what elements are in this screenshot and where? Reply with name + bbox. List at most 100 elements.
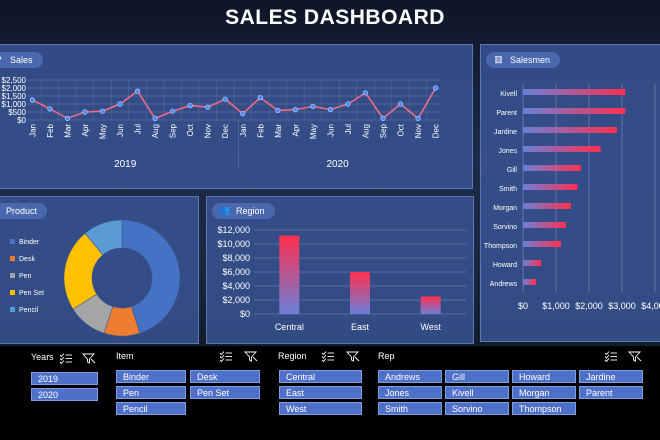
slicer-button-rep[interactable]: Gill	[445, 370, 509, 383]
x-tick-label: Sep	[379, 123, 388, 138]
x-tick-label: $4,000	[641, 301, 660, 311]
check-mark	[604, 358, 610, 363]
slicer-button-item[interactable]: Pen Set	[190, 386, 260, 399]
legend-label: Binder	[19, 239, 40, 246]
product-legend: Binder Desk Pen Pen Set Pencil	[10, 238, 70, 318]
bar	[420, 296, 441, 314]
slicer-button-rep[interactable]: Sorvino	[445, 402, 509, 415]
people-icon: 👥	[219, 205, 231, 215]
sales-label-pill: ↗ Sales	[0, 52, 43, 68]
slicer-button-rep[interactable]: Thompson	[512, 402, 576, 415]
donut-slice	[121, 219, 181, 334]
x-mark	[636, 356, 642, 362]
slicer-button-rep[interactable]: Howard	[512, 370, 576, 383]
data-point	[327, 106, 334, 113]
clear-filter-icon	[345, 351, 360, 362]
region-label: Region	[236, 206, 265, 216]
data-point	[170, 108, 176, 114]
slicer-button-years[interactable]: 2019	[31, 372, 98, 385]
x-tick-label: Apr	[81, 124, 90, 137]
category-label: East	[351, 322, 370, 332]
y-tick-label: $1,000	[2, 100, 27, 109]
bar	[523, 165, 581, 171]
data-point	[380, 115, 386, 122]
slicer-button-item[interactable]: Pen	[116, 386, 186, 399]
check-mark	[59, 353, 65, 358]
check-mark	[219, 351, 225, 356]
dashboard-title: SALES DASHBOARD	[225, 6, 445, 29]
check-mark	[219, 354, 225, 359]
salesmen-label: Salesmen	[510, 55, 551, 65]
y-tick-label: $2,500	[2, 76, 27, 85]
check-mark	[321, 351, 327, 356]
x-mark	[252, 356, 258, 362]
category-label: West	[420, 322, 441, 332]
multi-select-icon	[219, 351, 232, 363]
data-point	[187, 102, 193, 109]
multi-select-icon	[59, 353, 72, 365]
slicer-button-region[interactable]: West	[279, 402, 362, 415]
x-tick-label: Jan	[28, 124, 37, 137]
slicer-button-rep[interactable]: Andrews	[378, 370, 442, 383]
x-tick-label: $3,000	[608, 301, 636, 311]
x-tick-label: $2,000	[575, 301, 603, 311]
data-point	[47, 106, 53, 112]
rep-slicer-title: Rep	[378, 351, 395, 361]
years-slicer-title: Years	[31, 352, 54, 362]
bar	[523, 203, 571, 209]
check-mark	[321, 354, 327, 359]
slicer-button-rep[interactable]: Morgan	[512, 386, 576, 399]
legend-item: Pencil	[10, 306, 38, 316]
slicer-button-item[interactable]: Desk	[190, 370, 260, 383]
clear-filter-icon[interactable]	[81, 351, 96, 364]
data-point	[292, 106, 298, 113]
x-tick-label: Jul	[344, 124, 353, 134]
multi-select-icon	[321, 351, 334, 363]
x-tick-label: Dec	[221, 124, 230, 138]
y-tick-label: $4,000	[222, 281, 250, 291]
category-label: Smith	[499, 186, 517, 193]
category-label: Andrews	[490, 281, 518, 288]
x-mark	[354, 356, 360, 362]
bar	[523, 108, 626, 114]
bar	[523, 184, 578, 190]
region-panel	[206, 196, 474, 344]
clear-filter-icon[interactable]	[243, 349, 258, 362]
y-tick-label: $6,000	[222, 267, 250, 277]
slicer-button-region[interactable]: East	[279, 386, 362, 399]
slicer-button-item[interactable]: Binder	[116, 370, 186, 383]
check-mark	[604, 354, 610, 359]
funnel	[345, 351, 360, 362]
category-label: Kivell	[500, 91, 517, 98]
x-tick-label: May	[309, 124, 318, 139]
slicer-button-region[interactable]: Central	[279, 370, 362, 383]
multi-select-icon[interactable]	[219, 349, 233, 363]
slicer-button-rep[interactable]: Smith	[378, 402, 442, 415]
product-label-pill: ◈ Product	[0, 203, 48, 219]
data-point	[397, 101, 404, 107]
bar	[523, 146, 601, 152]
legend-item: Binder	[10, 238, 39, 248]
data-point	[134, 88, 141, 94]
slicer-button-rep[interactable]: Kivell	[445, 386, 509, 399]
slicer-button-item[interactable]: Pencil	[116, 402, 186, 415]
clear-filter-icon[interactable]	[627, 349, 642, 362]
multi-select-icon[interactable]	[59, 351, 73, 365]
year-label: 2020	[326, 159, 349, 170]
sales-panel	[0, 44, 473, 189]
x-tick-label: $1,000	[542, 301, 570, 311]
data-point	[29, 97, 35, 103]
slicer-button-years[interactable]: 2020	[31, 388, 98, 401]
slicer-button-rep[interactable]: Jardine	[579, 370, 643, 383]
x-tick-label: Sep	[169, 123, 178, 138]
slicer-button-rep[interactable]: Jones	[378, 386, 442, 399]
category-label: Sorvino	[493, 224, 517, 231]
multi-select-icon[interactable]	[604, 349, 618, 363]
legend-swatch	[10, 273, 15, 278]
clear-filter-icon[interactable]	[345, 349, 360, 362]
multi-select-icon[interactable]	[321, 349, 335, 363]
x-tick-label: Nov	[414, 124, 423, 138]
slicer-button-rep[interactable]: Parent	[579, 386, 643, 399]
legend-swatch	[10, 256, 15, 261]
funnel	[243, 351, 258, 362]
